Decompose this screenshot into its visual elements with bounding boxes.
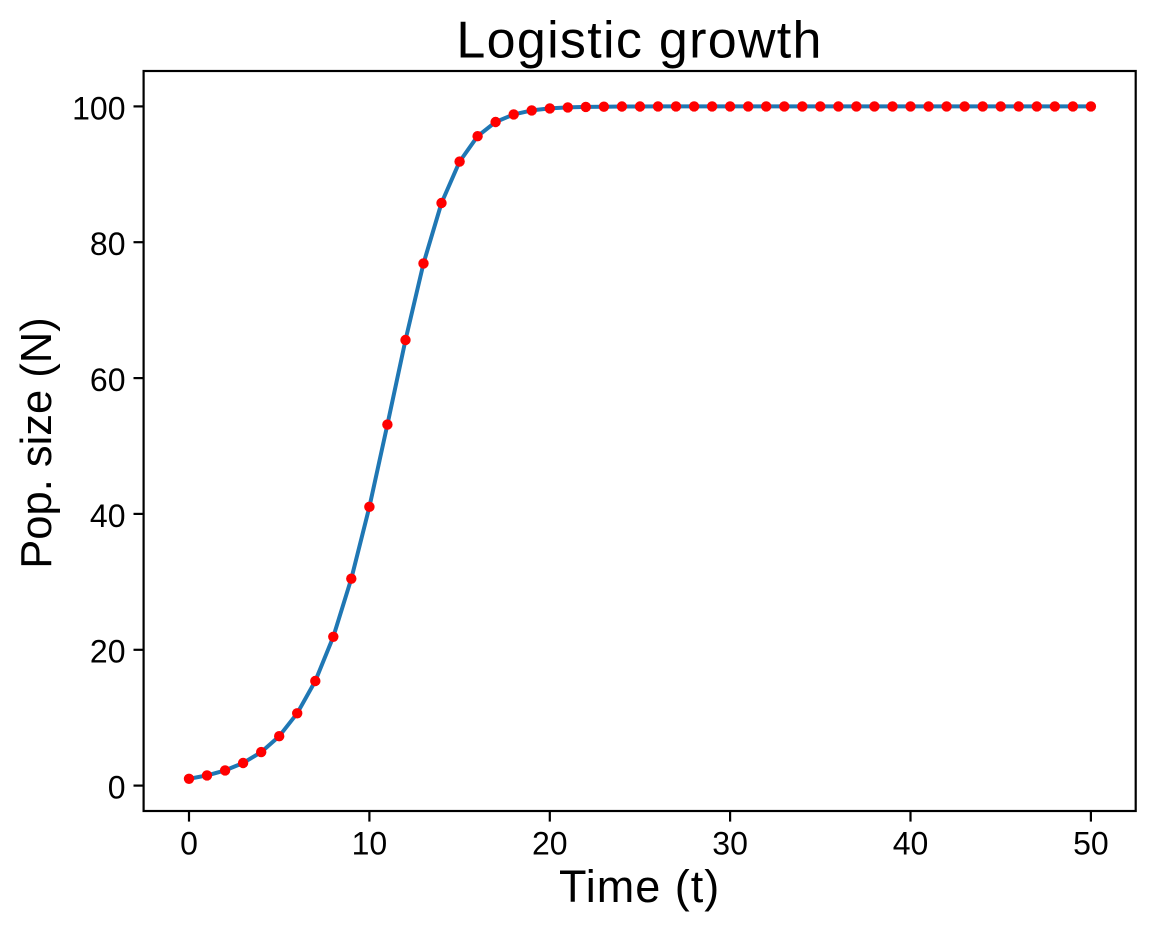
svg-text:60: 60 bbox=[90, 362, 126, 398]
svg-text:Time (t): Time (t) bbox=[559, 861, 720, 912]
svg-text:Pop. size (N): Pop. size (N) bbox=[13, 317, 61, 568]
svg-text:10: 10 bbox=[352, 826, 388, 862]
svg-text:80: 80 bbox=[90, 226, 126, 262]
svg-text:30: 30 bbox=[712, 826, 748, 862]
svg-text:0: 0 bbox=[180, 826, 198, 862]
svg-text:20: 20 bbox=[532, 826, 568, 862]
svg-text:0: 0 bbox=[108, 770, 126, 806]
svg-text:50: 50 bbox=[1073, 826, 1109, 862]
svg-text:100: 100 bbox=[72, 90, 125, 126]
svg-text:20: 20 bbox=[90, 634, 126, 670]
svg-text:40: 40 bbox=[90, 498, 126, 534]
svg-text:Logistic growth: Logistic growth bbox=[456, 11, 822, 69]
svg-text:40: 40 bbox=[893, 826, 929, 862]
